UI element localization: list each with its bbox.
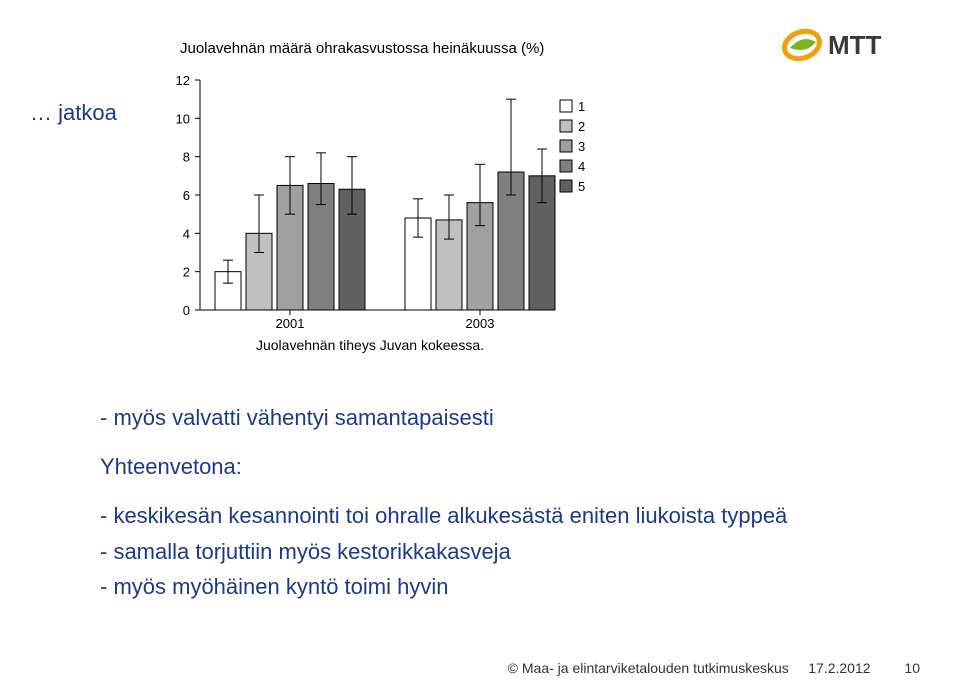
svg-text:4: 4 (183, 226, 190, 241)
svg-text:8: 8 (183, 150, 190, 165)
footer-date: 17.2.2012 (808, 660, 870, 676)
page: MTT … jatkoa Juolavehnän määrä ohrakasvu… (0, 0, 960, 696)
x-tick: 2003 (466, 316, 495, 331)
x-tick: 2001 (276, 316, 305, 331)
legend-label: 4 (578, 159, 585, 174)
legend-swatch (560, 140, 572, 152)
legend-label: 2 (578, 119, 585, 134)
mtt-logo-svg: MTT (780, 20, 920, 70)
logo-text: MTT (828, 30, 882, 60)
mtt-logo: MTT (780, 20, 920, 75)
legend-label: 3 (578, 139, 585, 154)
footer-page: 10 (904, 660, 920, 676)
jatkoa-label: … jatkoa (30, 100, 117, 126)
svg-text:2: 2 (183, 265, 190, 280)
footer-copyright: © Maa- ja elintarviketalouden tutkimuske… (508, 660, 789, 676)
svg-text:10: 10 (176, 111, 190, 126)
legend-swatch (560, 120, 572, 132)
svg-text:12: 12 (176, 73, 190, 88)
chart-svg: 02468101220012003Juolavehnän tiheys Juva… (140, 70, 620, 370)
x-axis-label: Juolavehnän tiheys Juvan kokeessa. (256, 337, 484, 353)
legend-label: 1 (578, 99, 585, 114)
spacer (100, 435, 787, 449)
chart: 02468101220012003Juolavehnän tiheys Juva… (140, 70, 620, 350)
svg-text:6: 6 (183, 188, 190, 203)
spacer (100, 484, 787, 498)
legend-swatch (560, 160, 572, 172)
bullet-1: - myös valvatti vähentyi samantapaisesti (100, 400, 787, 435)
bullet-4: - samalla torjuttiin myös kestorikkakasv… (100, 534, 787, 569)
legend-label: 5 (578, 179, 585, 194)
bullet-3: - keskikesän kesannointi toi ohralle alk… (100, 498, 787, 533)
legend-swatch (560, 100, 572, 112)
chart-title: Juolavehnän määrä ohrakasvustossa heinäk… (180, 40, 544, 57)
legend-swatch (560, 180, 572, 192)
bullet-2: Yhteenvetona: (100, 449, 787, 484)
svg-text:0: 0 (183, 303, 190, 318)
bullet-5: - myös myöhäinen kyntö toimi hyvin (100, 569, 787, 604)
bullet-block: - myös valvatti vähentyi samantapaisesti… (100, 400, 787, 604)
footer: © Maa- ja elintarviketalouden tutkimuske… (508, 660, 920, 676)
